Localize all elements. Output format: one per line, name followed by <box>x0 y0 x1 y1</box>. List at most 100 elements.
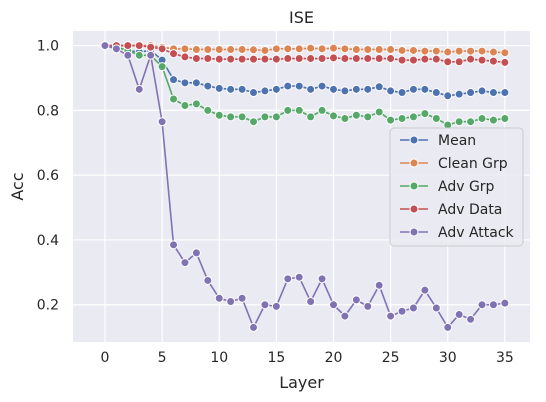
data-point <box>306 54 316 64</box>
data-point <box>454 309 464 319</box>
data-point <box>420 46 430 56</box>
data-point <box>134 41 144 51</box>
data-point <box>203 54 213 64</box>
y-tick-label: 1.0 <box>37 39 59 55</box>
data-point <box>397 55 407 65</box>
data-point <box>443 322 453 332</box>
data-point <box>363 44 373 54</box>
data-point <box>226 54 236 64</box>
data-point <box>191 99 201 109</box>
data-point <box>157 117 167 127</box>
data-point <box>146 42 156 52</box>
data-point <box>260 86 270 96</box>
data-point <box>294 54 304 64</box>
data-point <box>214 54 224 64</box>
data-point <box>134 50 144 60</box>
data-point <box>477 113 487 123</box>
x-axis-label: Layer <box>279 373 324 392</box>
data-point <box>340 54 350 64</box>
legend-swatch-marker <box>409 135 419 145</box>
data-point <box>363 301 373 311</box>
y-tick-label: 0.4 <box>37 233 59 249</box>
data-point <box>466 88 476 98</box>
y-tick-label: 0.8 <box>37 103 59 119</box>
data-point <box>477 86 487 96</box>
data-point <box>249 117 259 127</box>
data-point <box>294 105 304 115</box>
data-point <box>351 84 361 94</box>
data-point <box>294 272 304 282</box>
data-point <box>180 101 190 111</box>
x-tick-label: 10 <box>210 350 228 366</box>
data-point <box>431 303 441 313</box>
legend-item: Clean Grp <box>400 156 508 172</box>
data-point <box>386 311 396 321</box>
data-point <box>191 248 201 258</box>
data-point <box>328 53 338 63</box>
data-point <box>260 54 270 64</box>
data-point <box>157 62 167 72</box>
data-point <box>443 47 453 57</box>
data-point <box>226 112 236 122</box>
data-point <box>408 84 418 94</box>
data-point <box>191 54 201 64</box>
legend-label: Clean Grp <box>438 156 508 172</box>
data-point <box>328 43 338 53</box>
x-tick-label: 15 <box>267 350 285 366</box>
data-point <box>500 57 510 67</box>
data-point <box>431 113 441 123</box>
legend-item: Adv Data <box>400 202 502 218</box>
x-tick-label: 5 <box>158 350 167 366</box>
data-point <box>351 44 361 54</box>
data-point <box>500 88 510 98</box>
data-point <box>477 55 487 65</box>
data-point <box>340 44 350 54</box>
data-point <box>477 46 487 56</box>
data-point <box>180 52 190 62</box>
data-point <box>374 44 384 54</box>
data-point <box>408 112 418 122</box>
legend-swatch-marker <box>409 227 419 237</box>
data-point <box>408 45 418 55</box>
legend: Mean Clean Grp Adv Grp Adv Data Adv Attack <box>389 127 524 247</box>
data-point <box>351 54 361 64</box>
data-point <box>180 44 190 54</box>
data-point <box>488 300 498 310</box>
legend-label: Adv Data <box>438 202 502 218</box>
data-point <box>214 293 224 303</box>
legend-swatch-marker <box>409 158 419 168</box>
legend-item: Adv Grp <box>400 179 495 195</box>
data-point <box>431 54 441 64</box>
chart-title: ISE <box>289 8 314 27</box>
data-point <box>328 300 338 310</box>
data-point <box>408 55 418 65</box>
data-point <box>214 44 224 54</box>
data-point <box>454 57 464 67</box>
data-point <box>351 295 361 305</box>
data-point <box>169 94 179 104</box>
data-point <box>317 44 327 54</box>
x-tick-label: 20 <box>325 350 343 366</box>
data-point <box>146 50 156 60</box>
data-point <box>203 275 213 285</box>
data-point <box>408 303 418 313</box>
data-point <box>306 112 316 122</box>
data-point <box>237 44 247 54</box>
data-point <box>397 45 407 55</box>
x-tick-label: 0 <box>101 350 110 366</box>
data-point <box>203 105 213 115</box>
data-point <box>294 81 304 91</box>
data-point <box>454 117 464 127</box>
data-point <box>488 47 498 57</box>
data-point <box>386 86 396 96</box>
data-point <box>226 297 236 307</box>
data-point <box>431 46 441 56</box>
series-adv-attack <box>100 41 510 332</box>
data-point <box>431 88 441 98</box>
data-point <box>340 311 350 321</box>
data-point <box>317 81 327 91</box>
x-tick-label: 25 <box>382 350 400 366</box>
data-point <box>180 78 190 88</box>
data-point <box>111 44 121 54</box>
